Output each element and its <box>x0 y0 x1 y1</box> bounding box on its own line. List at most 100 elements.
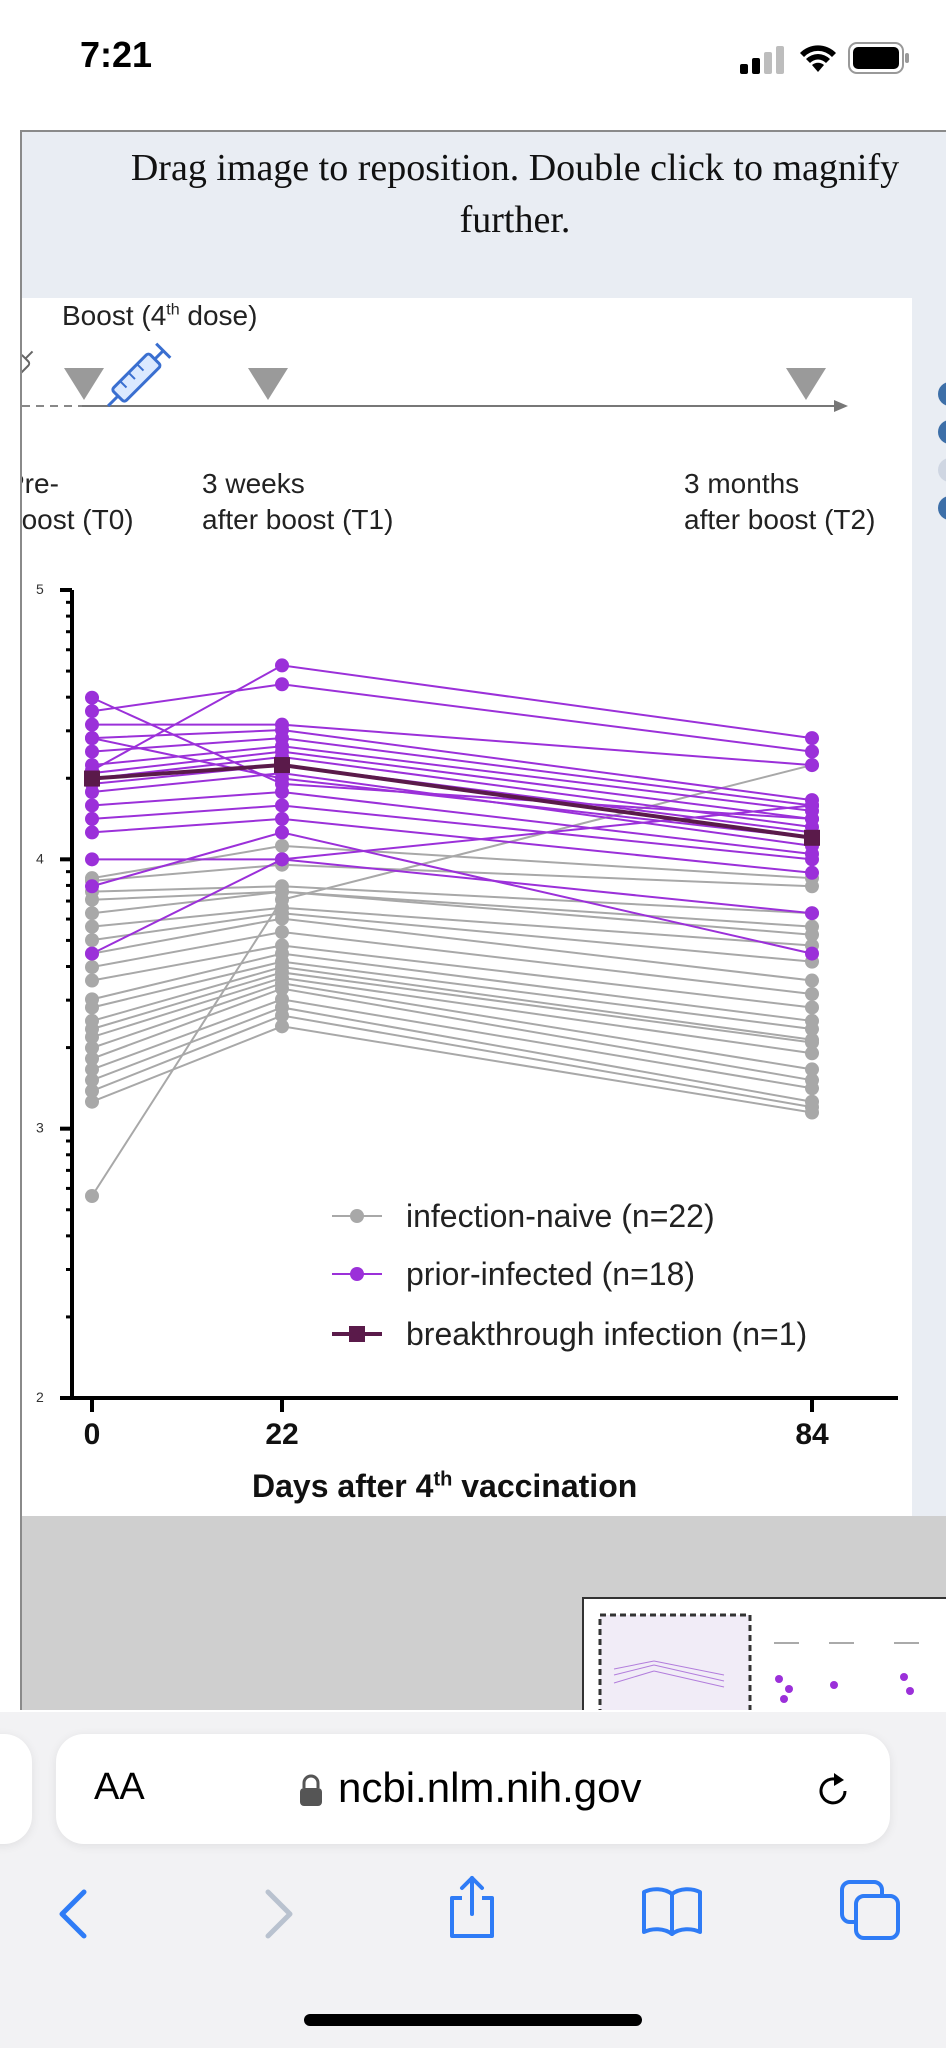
back-icon[interactable] <box>54 1886 94 1942</box>
figure-panel[interactable]: Boost (4th dose) Pre- <box>22 298 912 1516</box>
data-point <box>805 852 819 867</box>
x-tick-label: 84 <box>795 1418 829 1451</box>
data-point <box>85 1094 99 1109</box>
data-point <box>85 731 99 746</box>
boost-label: Boost (4th dose) <box>62 300 257 332</box>
timepoint-marker-t2 <box>786 368 826 400</box>
x-axis-label: Days after 4th vaccination <box>252 1468 637 1505</box>
legend-marker <box>350 1267 364 1281</box>
legend-marker <box>350 1209 364 1223</box>
y-tick-label: 4 <box>36 850 44 866</box>
legend-item: breakthrough infection (n=1) <box>332 1316 807 1352</box>
home-indicator <box>304 2014 642 2026</box>
data-point <box>805 973 819 988</box>
data-point <box>85 973 99 988</box>
x-tick-label: 22 <box>265 1418 298 1451</box>
data-point <box>85 1040 99 1055</box>
boost-label-end: dose) <box>179 300 258 331</box>
wifi-icon <box>800 45 836 72</box>
syringe-icon-partial <box>22 350 34 389</box>
series-line <box>91 772 813 847</box>
timepoint-marker-t0 <box>64 368 104 400</box>
series-line <box>91 944 813 1009</box>
status-time: 7:21 <box>80 34 153 75</box>
data-point <box>85 919 99 934</box>
boost-label-sup: th <box>166 301 180 319</box>
data-point <box>805 1022 819 1037</box>
data-point <box>805 865 819 880</box>
data-point <box>85 798 99 813</box>
data-point <box>805 1105 819 1120</box>
series-line <box>91 831 813 955</box>
legend-label: infection-naive (n=22) <box>406 1198 715 1234</box>
address-bar[interactable] <box>56 1734 890 1844</box>
data-point <box>805 758 819 773</box>
data-point <box>85 933 99 948</box>
data-point <box>275 658 289 673</box>
series-line <box>91 763 813 840</box>
series-group-breakthrough-infection <box>84 757 820 846</box>
data-point <box>275 981 289 996</box>
data-point <box>805 1046 819 1061</box>
legend-item: prior-infected (n=18) <box>332 1256 695 1292</box>
url-text[interactable]: ncbi.nlm.nih.gov <box>338 1764 642 1811</box>
data-point <box>805 879 819 894</box>
lock-icon <box>300 1774 322 1806</box>
legend-label: prior-infected (n=18) <box>406 1256 695 1292</box>
y-tick-label: 3 <box>36 1120 44 1136</box>
cellular-signal-icon <box>740 46 784 74</box>
data-point <box>275 852 289 867</box>
data-point <box>274 757 290 774</box>
data-point <box>85 690 99 705</box>
forward-icon[interactable] <box>258 1886 298 1942</box>
data-point <box>85 1030 99 1045</box>
previous-tab-peek[interactable] <box>0 1734 32 1844</box>
line-chart: infection-naive (n=22) prior-infected (n=… <box>36 581 898 1451</box>
data-point <box>275 911 289 926</box>
data-point <box>805 731 819 746</box>
image-viewer[interactable]: Drag image to reposition. Double click t… <box>20 130 946 1710</box>
data-point <box>805 1062 819 1077</box>
data-point <box>275 925 289 940</box>
data-point <box>275 838 289 853</box>
series-group-infection-naive <box>85 758 819 1203</box>
x-axis-label-main: Days after 4 <box>252 1468 434 1504</box>
data-point <box>85 785 99 799</box>
text-size-button[interactable]: AA <box>94 1766 145 1808</box>
data-point <box>85 811 99 826</box>
page-dots-partial <box>938 382 946 520</box>
y-tick-label: 2 <box>36 1389 44 1405</box>
data-point <box>85 717 99 732</box>
timepoint-marker-t1 <box>248 368 288 400</box>
share-icon[interactable] <box>444 1872 500 1942</box>
data-point <box>85 892 99 907</box>
series-line <box>91 696 813 820</box>
series-group-prior-infected <box>85 658 819 961</box>
data-point <box>805 1035 819 1050</box>
data-point <box>275 677 289 692</box>
data-point <box>275 776 289 791</box>
data-point <box>805 927 819 942</box>
data-point <box>275 1008 289 1023</box>
x-axis-label-sup: th <box>433 1468 453 1491</box>
data-point <box>805 946 819 961</box>
syringe-icon <box>107 342 172 407</box>
data-point <box>805 1000 819 1015</box>
battery-icon <box>848 42 909 74</box>
legend-label: breakthrough infection (n=1) <box>406 1316 807 1352</box>
data-point <box>275 825 289 840</box>
data-point <box>85 704 99 719</box>
data-point <box>84 770 100 787</box>
minimap-navigator[interactable] <box>582 1597 946 1710</box>
tabs-icon[interactable] <box>838 1878 902 1942</box>
data-point <box>85 1051 99 1066</box>
series-line <box>91 863 813 888</box>
data-point <box>275 811 289 826</box>
minimap-thumbnail <box>598 1613 919 1710</box>
reload-icon[interactable] <box>812 1770 854 1812</box>
book-icon[interactable] <box>640 1884 704 1936</box>
series-line <box>91 998 813 1090</box>
data-point <box>85 1000 99 1015</box>
data-point <box>85 1062 99 1077</box>
series-line <box>91 817 813 874</box>
